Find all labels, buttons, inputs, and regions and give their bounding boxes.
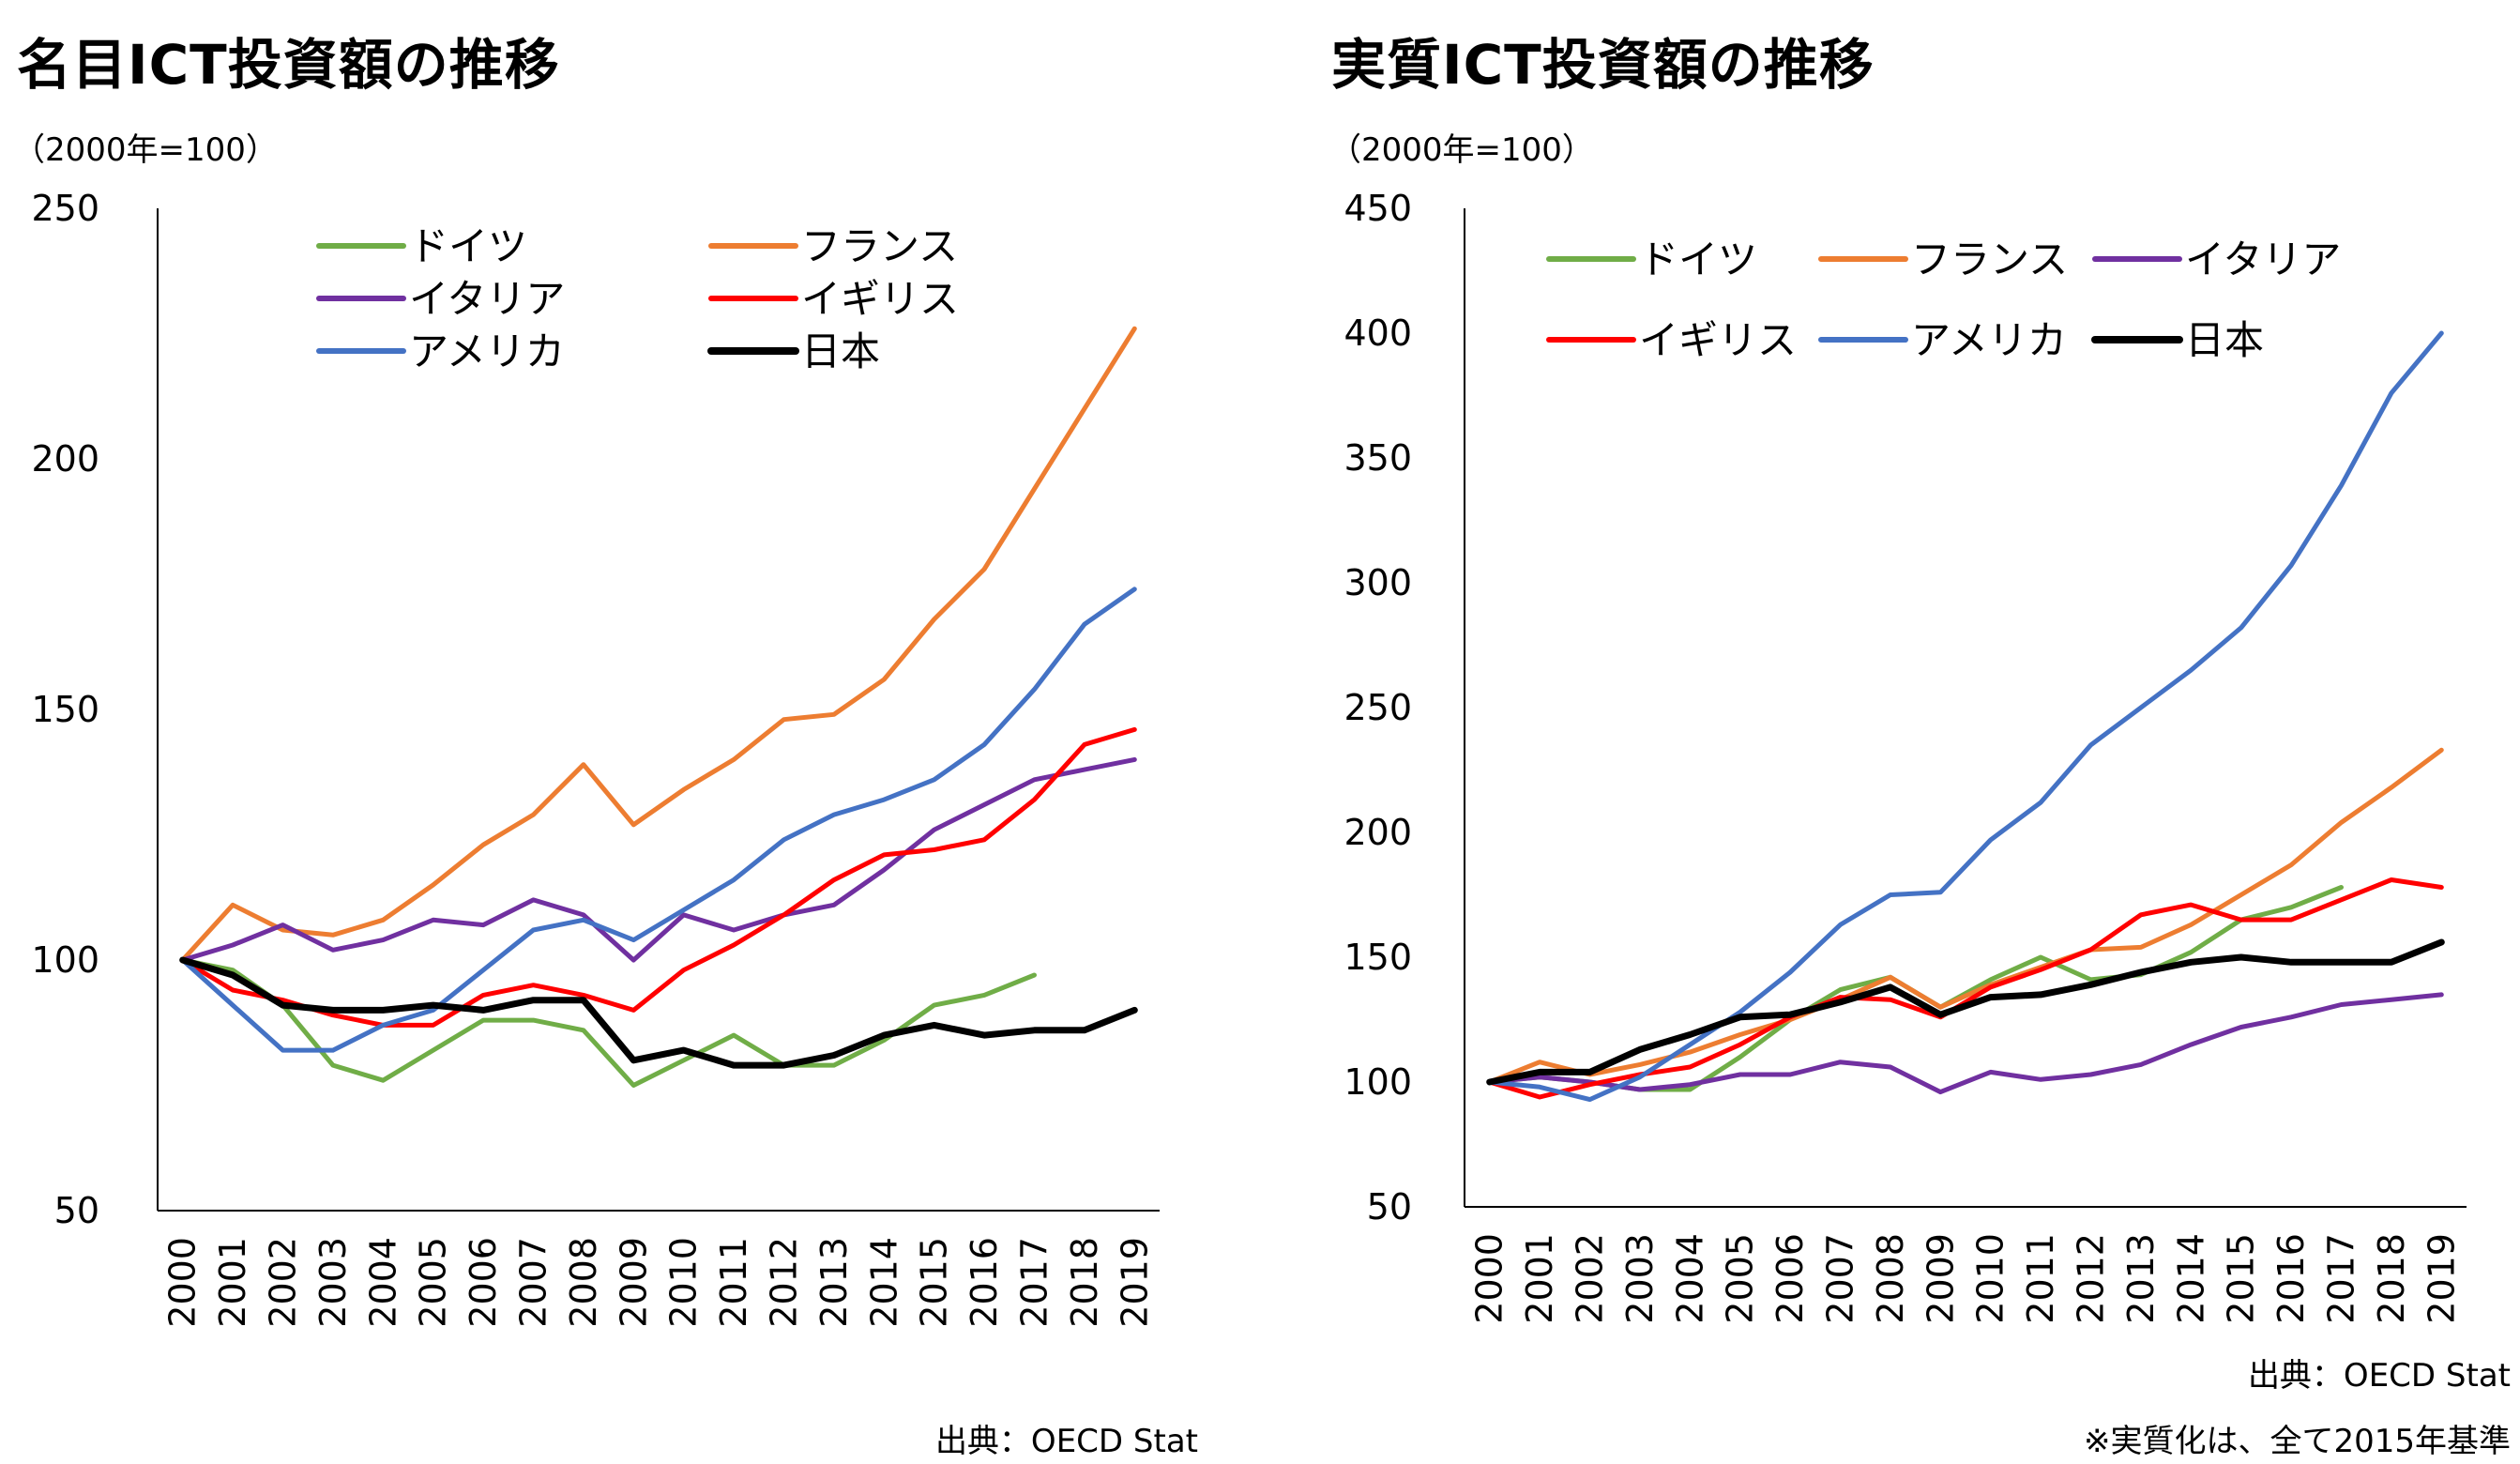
series-line-japan [1486, 938, 2445, 1086]
x-tick-label: 2013 [813, 1237, 855, 1328]
y-tick-label: 400 [1343, 313, 1412, 354]
x-tick-label: 2012 [2071, 1233, 2112, 1324]
series-line-italy [180, 756, 1137, 963]
legend-label: イギリス [1639, 317, 1797, 363]
x-tick-label: 2012 [764, 1237, 805, 1328]
series-line-japan [179, 956, 1138, 1069]
chart-title: 名目ICT投資額の推移 [17, 33, 560, 97]
x-tick-label: 2003 [312, 1237, 354, 1328]
y-tick-label: 200 [31, 438, 99, 480]
y-tick-label: 150 [31, 689, 99, 730]
y-tick-label: 300 [1343, 562, 1412, 603]
legend-label: アメリカ [409, 328, 565, 374]
legend-label: イタリア [409, 276, 565, 322]
y-tick-label: 250 [31, 188, 99, 229]
x-tick-label: 2014 [863, 1237, 904, 1328]
x-tick-label: 2013 [2120, 1233, 2162, 1324]
y-tick-label: 250 [1343, 687, 1412, 728]
x-tick-label: 2009 [1920, 1233, 1961, 1324]
y-tick-label: 100 [1343, 1061, 1412, 1103]
x-tick-label: 2011 [2020, 1233, 2061, 1324]
x-tick-label: 2014 [2170, 1233, 2211, 1324]
legend-label: フランス [1911, 236, 2068, 282]
series-line-germany [180, 957, 1037, 1088]
x-tick-label: 2003 [1619, 1233, 1661, 1324]
x-tick-label: 2007 [1820, 1233, 1861, 1324]
chart-title: 実質ICT投資額の推移 [1331, 33, 1875, 97]
legend-label: アメリカ [1911, 317, 2067, 363]
source-note: 出典：OECD Stat [934, 1423, 1198, 1460]
x-tick-label: 2019 [1114, 1237, 1155, 1328]
x-tick-label: 2018 [1064, 1237, 1105, 1328]
y-tick-label: 200 [1343, 812, 1412, 853]
x-tick-label: 2004 [1669, 1233, 1710, 1324]
x-tick-label: 2010 [663, 1237, 705, 1328]
x-tick-label: 2002 [263, 1237, 304, 1328]
y-tick-label: 50 [54, 1190, 99, 1231]
left-chart-panel: 名目ICT投資額の推移 （2000年=100） 50 100 150 200 250 20… [13, 33, 1198, 1460]
x-tick-label: 2016 [964, 1237, 1005, 1328]
legend-label: 日本 [2185, 317, 2264, 363]
legend-label: ドイツ [409, 223, 527, 269]
legend-label: フランス [801, 223, 958, 269]
x-tick-label: 2010 [1970, 1233, 2011, 1324]
series-line-france [180, 326, 1137, 963]
x-tick-label: 2011 [713, 1237, 754, 1328]
x-tick-label: 2008 [563, 1237, 604, 1328]
series-line-france [1487, 747, 2444, 1085]
right-chart-panel: 実質ICT投資額の推移 （2000年=100） 50 100 150 200 250 30… [1260, 0, 2520, 1464]
x-tick-label: 2017 [2321, 1233, 2362, 1324]
x-tick-label: 2008 [1870, 1233, 1911, 1324]
y-tick-label: 50 [1367, 1186, 1412, 1228]
legend-label: ドイツ [1639, 236, 1757, 282]
x-tick-label: 2016 [2270, 1233, 2312, 1324]
x-tick-label: 2009 [613, 1237, 654, 1328]
y-axis-unit-label: （2000年=100） [13, 131, 278, 169]
legend-label: イギリス [801, 276, 959, 322]
x-tick-label: 2004 [362, 1237, 403, 1328]
x-tick-label: 2006 [1769, 1233, 1811, 1324]
source-note: 出典：OECD Stat [2247, 1357, 2511, 1395]
series-line-usa [180, 587, 1137, 1053]
legend-label: 日本 [801, 328, 880, 374]
x-tick-label: 2005 [1720, 1233, 1761, 1324]
x-tick-label: 2000 [1469, 1233, 1510, 1324]
y-tick-label: 100 [31, 939, 99, 981]
x-tick-label: 2018 [2371, 1233, 2412, 1324]
x-tick-label: 2017 [1014, 1237, 1055, 1328]
x-tick-label: 2001 [212, 1237, 253, 1328]
x-tick-label: 2000 [162, 1237, 204, 1328]
series-line-usa [1487, 330, 2444, 1103]
x-tick-label: 2019 [2421, 1233, 2462, 1324]
y-tick-label: 450 [1343, 188, 1412, 229]
y-tick-label: 350 [1343, 437, 1412, 479]
legend-label: イタリア [2185, 236, 2341, 282]
y-tick-label: 150 [1343, 937, 1412, 978]
series-line-uk [180, 726, 1137, 1028]
series-line-italy [1487, 992, 2444, 1095]
x-tick-label: 2007 [513, 1237, 554, 1328]
x-tick-label: 2015 [2221, 1233, 2262, 1324]
footnote: ※実質化は、全て2015年基準 [2083, 1423, 2511, 1460]
x-tick-label: 2006 [463, 1237, 504, 1328]
x-tick-label: 2001 [1519, 1233, 1560, 1324]
x-tick-label: 2005 [413, 1237, 454, 1328]
x-tick-label: 2002 [1570, 1233, 1611, 1324]
x-tick-label: 2015 [914, 1237, 955, 1328]
y-axis-unit-label: （2000年=100） [1329, 131, 1594, 169]
